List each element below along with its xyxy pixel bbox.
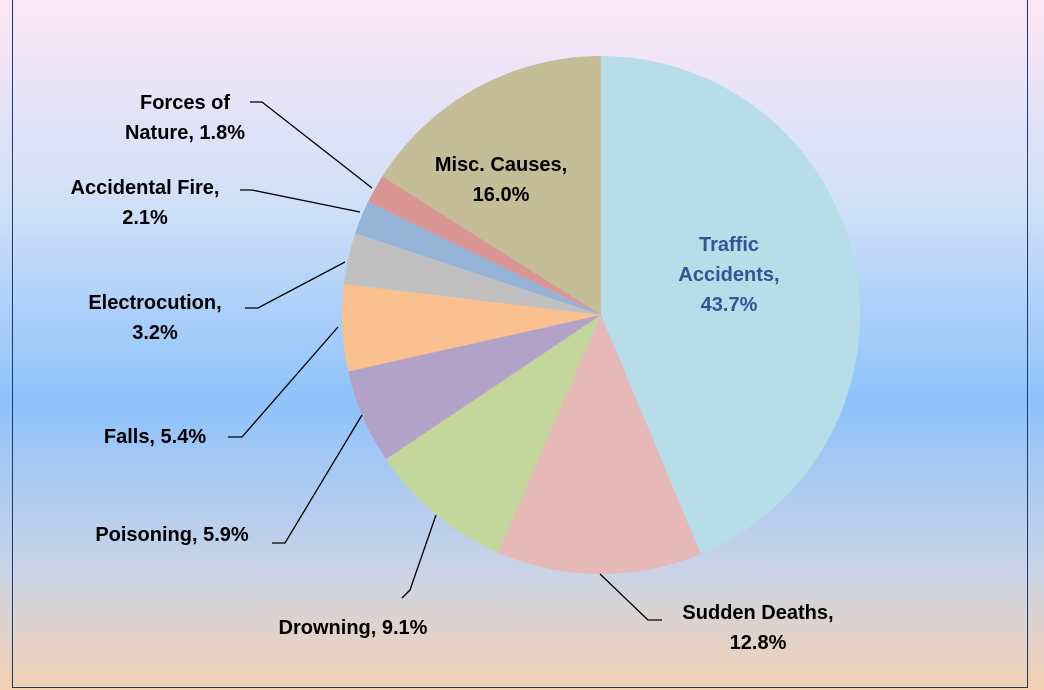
data-label: Poisoning, 5.9% bbox=[95, 524, 249, 546]
leader-line bbox=[599, 573, 662, 621]
pie-slice bbox=[348, 315, 601, 460]
data-label: Forces of Nature, 1.8% bbox=[124, 92, 246, 144]
data-label: Drowning, 9.1% bbox=[278, 617, 428, 639]
pie-slice bbox=[355, 201, 601, 315]
pie-slice bbox=[385, 315, 601, 553]
pie-slice bbox=[343, 233, 601, 315]
leader-line bbox=[240, 189, 361, 213]
leader-line bbox=[272, 414, 363, 544]
leader-line bbox=[228, 326, 339, 438]
pie-slice bbox=[341, 284, 601, 372]
pie-slice bbox=[368, 176, 601, 315]
leader-line bbox=[250, 101, 373, 189]
leader-line bbox=[245, 261, 346, 309]
data-label: Electrocution, 3.2% bbox=[88, 292, 222, 344]
pie-slice bbox=[382, 56, 601, 315]
pie-slice bbox=[601, 56, 860, 554]
data-label: Accidental Fire, 2.1% bbox=[70, 177, 220, 229]
leader-line bbox=[401, 514, 437, 599]
leader-lines bbox=[228, 101, 662, 621]
data-label: Falls, 5.4% bbox=[103, 426, 207, 448]
data-label: Traffic Accidents, 43.7% bbox=[678, 234, 780, 316]
data-label: Misc. Causes, 16.0% bbox=[434, 154, 568, 206]
pie-slice bbox=[498, 315, 701, 574]
data-label: Sudden Deaths, 12.8% bbox=[682, 602, 834, 654]
chart-border bbox=[12, 0, 1028, 688]
